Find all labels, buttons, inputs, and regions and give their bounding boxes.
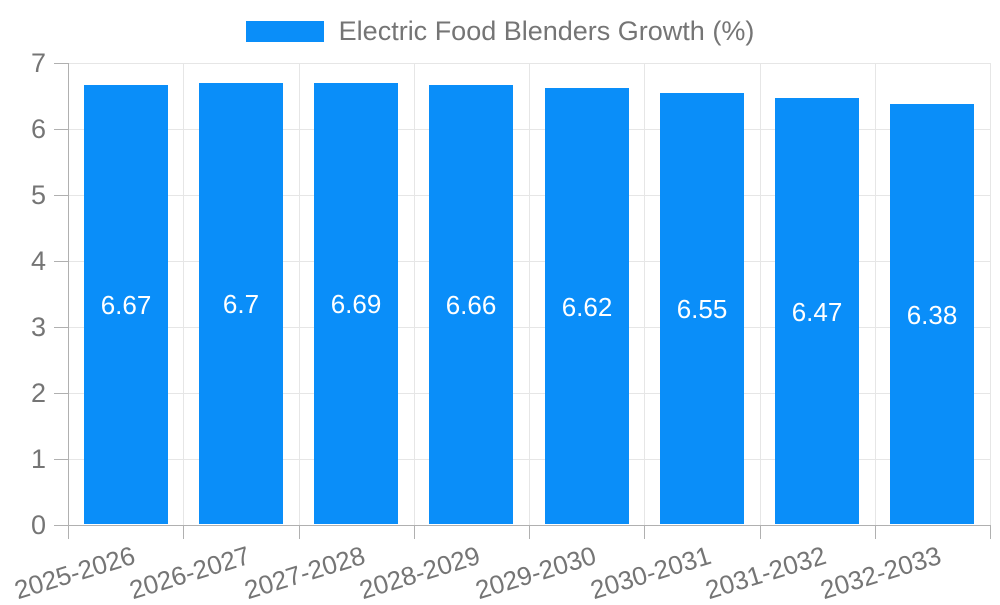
x-tick-mark xyxy=(183,525,184,539)
bar[interactable] xyxy=(545,88,629,524)
y-tick-mark xyxy=(54,261,68,262)
bar[interactable] xyxy=(660,93,744,524)
x-tick-label: 2025-2026 xyxy=(10,540,139,605)
y-tick-label: 5 xyxy=(30,180,46,210)
x-tick-label: 2026-2027 xyxy=(125,540,254,605)
x-tick-mark xyxy=(68,525,69,539)
x-tick-label: 2032-2033 xyxy=(816,540,945,605)
bar[interactable] xyxy=(775,98,859,524)
y-tick-mark xyxy=(54,525,68,526)
gridline-vertical xyxy=(414,63,415,525)
x-tick-mark xyxy=(414,525,415,539)
gridline-vertical xyxy=(875,63,876,525)
x-tick-mark xyxy=(990,525,991,539)
y-tick-label: 6 xyxy=(30,114,46,144)
gridline-vertical xyxy=(990,63,991,525)
legend-swatch xyxy=(245,20,324,42)
y-tick-mark xyxy=(54,393,68,394)
gridline-vertical xyxy=(299,63,300,525)
gridline-vertical xyxy=(760,63,761,525)
gridline-vertical xyxy=(183,63,184,525)
x-tick-label: 2029-2030 xyxy=(471,540,600,605)
y-tick-label: 2 xyxy=(30,378,46,408)
bar[interactable] xyxy=(84,85,168,524)
y-tick-label: 3 xyxy=(30,312,46,342)
y-tick-mark xyxy=(54,327,68,328)
bar[interactable] xyxy=(890,104,974,524)
y-axis-line xyxy=(68,63,69,525)
y-tick-mark xyxy=(54,195,68,196)
gridline-vertical xyxy=(529,63,530,525)
x-tick-label: 2028-2029 xyxy=(355,540,484,605)
y-tick-label: 1 xyxy=(30,444,46,474)
x-tick-mark xyxy=(875,525,876,539)
bar[interactable] xyxy=(314,83,398,524)
gridline-vertical xyxy=(644,63,645,525)
x-tick-mark xyxy=(529,525,530,539)
y-tick-label: 4 xyxy=(30,246,46,276)
x-tick-label: 2030-2031 xyxy=(586,540,715,605)
y-tick-label: 0 xyxy=(30,510,46,540)
y-tick-mark xyxy=(54,129,68,130)
x-tick-mark xyxy=(760,525,761,539)
y-tick-label: 7 xyxy=(30,48,46,78)
legend[interactable]: Electric Food Blenders Growth (%) xyxy=(0,16,1000,46)
x-tick-mark xyxy=(299,525,300,539)
x-tick-label: 2027-2028 xyxy=(240,540,369,605)
y-tick-mark xyxy=(54,459,68,460)
bar[interactable] xyxy=(199,83,283,524)
legend-label: Electric Food Blenders Growth (%) xyxy=(338,16,755,46)
x-tick-label: 2031-2032 xyxy=(701,540,830,605)
bar[interactable] xyxy=(429,85,513,524)
x-tick-mark xyxy=(644,525,645,539)
y-tick-mark xyxy=(54,63,68,64)
